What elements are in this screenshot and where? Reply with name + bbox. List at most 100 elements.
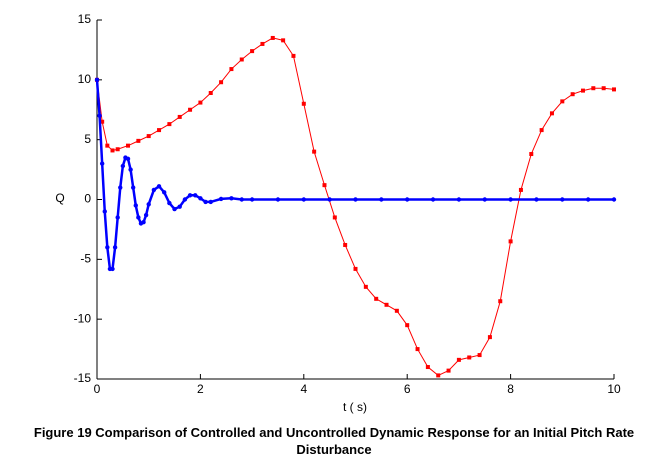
marker (322, 183, 327, 188)
marker (270, 35, 275, 40)
marker (188, 107, 193, 112)
x-tick-label: 10 (607, 382, 621, 396)
marker (456, 357, 461, 362)
marker (498, 299, 503, 304)
marker (518, 187, 523, 192)
marker (130, 185, 136, 190)
x-tick-label: 6 (404, 382, 411, 396)
marker (141, 220, 146, 225)
marker (363, 284, 368, 289)
marker (332, 215, 337, 220)
marker (102, 209, 107, 214)
marker (99, 161, 105, 166)
marker (193, 193, 198, 198)
y-tick-label: 15 (78, 12, 92, 26)
marker (291, 53, 296, 58)
marker (125, 156, 131, 162)
marker (482, 197, 487, 202)
y-tick-label: -5 (80, 252, 91, 266)
marker (591, 86, 596, 91)
marker (120, 163, 126, 169)
marker (260, 41, 265, 46)
marker (208, 199, 213, 205)
marker (229, 67, 234, 72)
marker (249, 197, 255, 202)
marker (115, 147, 120, 152)
marker (611, 197, 617, 202)
marker (580, 88, 585, 93)
x-tick-label: 2 (197, 382, 204, 396)
marker (100, 119, 105, 124)
marker (353, 266, 358, 271)
chart: Q t ( s) -15 -10 -5 0 5 10 15 0 2 4 6 8 10 (55, 12, 621, 414)
marker (301, 101, 306, 106)
marker (146, 134, 151, 139)
marker (136, 138, 141, 143)
marker (374, 296, 379, 301)
marker (612, 87, 616, 92)
marker (508, 239, 513, 244)
marker (229, 196, 234, 201)
marker (508, 197, 513, 202)
marker (110, 148, 115, 153)
marker (275, 197, 281, 202)
marker (94, 77, 100, 83)
marker (281, 38, 286, 43)
x-tick-label: 8 (507, 382, 514, 396)
marker (156, 184, 162, 189)
marker (560, 99, 565, 104)
marker (157, 128, 162, 133)
chart-title: Figure 19 Comparison of Controlled and U… (33, 425, 635, 457)
x-tick-label: 4 (300, 382, 307, 396)
marker (97, 113, 102, 118)
marker (549, 111, 554, 116)
y-tick-label: 5 (84, 132, 91, 146)
marker (477, 353, 482, 358)
marker (539, 128, 544, 133)
marker (126, 143, 131, 148)
marker (187, 193, 193, 198)
marker (182, 197, 188, 202)
marker (405, 197, 410, 202)
marker (112, 245, 118, 250)
marker (239, 197, 244, 202)
marker (312, 149, 317, 154)
marker (585, 197, 591, 202)
marker (105, 143, 110, 148)
marker (167, 200, 172, 206)
marker (172, 206, 177, 212)
marker (115, 215, 120, 220)
marker (177, 204, 182, 209)
marker (430, 197, 436, 202)
marker (146, 202, 151, 207)
y-tick-label: 10 (78, 72, 92, 86)
marker (105, 245, 110, 250)
marker (128, 167, 133, 172)
marker (425, 365, 430, 370)
marker (250, 49, 255, 54)
marker (601, 86, 606, 91)
marker (343, 242, 348, 247)
y-axis-label: Q (55, 191, 64, 205)
marker (219, 80, 224, 85)
y-tick-label: 0 (84, 192, 91, 206)
marker (534, 197, 539, 202)
marker (239, 57, 244, 62)
marker (167, 122, 172, 127)
marker (133, 203, 138, 208)
marker (405, 323, 410, 328)
marker (467, 355, 472, 360)
marker (394, 308, 399, 313)
marker (379, 197, 384, 202)
marker (456, 197, 462, 202)
marker (118, 185, 123, 190)
series-line (96, 37, 615, 376)
marker (560, 197, 565, 202)
marker (198, 196, 203, 201)
marker (218, 196, 224, 202)
marker (529, 152, 534, 157)
marker (570, 92, 575, 97)
marker (177, 114, 182, 119)
y-tick-label: -10 (74, 311, 92, 325)
x-axis-label: t ( s) (343, 400, 367, 414)
